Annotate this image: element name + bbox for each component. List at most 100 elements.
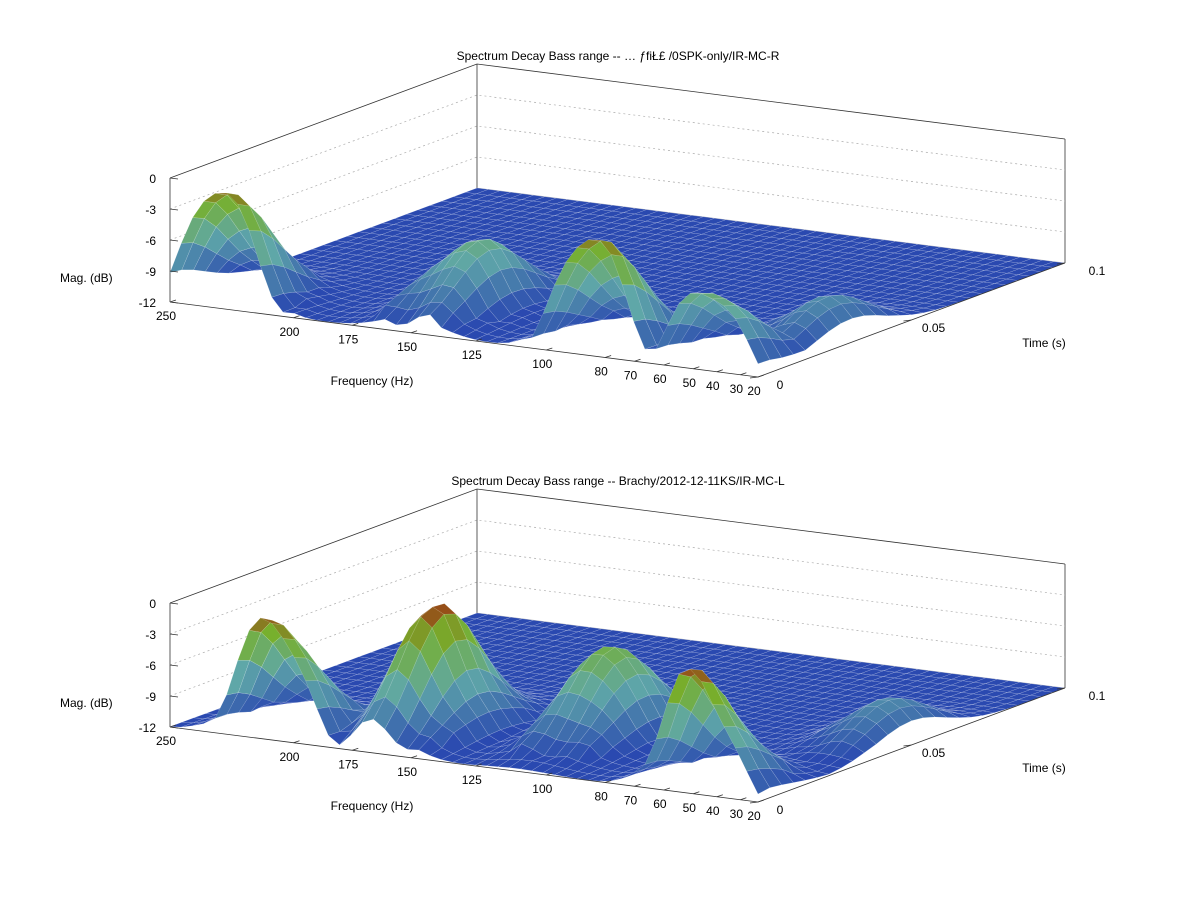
x-tick-label: 50: [683, 801, 697, 815]
x-tick-mark: [634, 358, 641, 362]
x-tick-mark: [716, 369, 723, 373]
x-tick-mark: [663, 362, 671, 366]
surface-facet: [852, 734, 877, 753]
x-tick-label: 50: [683, 376, 697, 390]
surface-facet: [781, 339, 806, 355]
z-tick-mark: [169, 664, 179, 667]
y-tick-label: 0: [777, 378, 784, 392]
chart-title: Spectrum Decay Bass range -- … ƒfiŁ£ /0S…: [457, 49, 780, 63]
y-tick-mark: [1056, 262, 1066, 265]
x-tick-label: 150: [397, 340, 417, 354]
y-tick-mark: [903, 319, 912, 322]
x-tick-label: 70: [624, 368, 638, 382]
chart-title: Spectrum Decay Bass range -- Brachy/2012…: [451, 474, 785, 488]
surface-facet: [828, 757, 853, 769]
z-tick-mark: [169, 177, 179, 180]
x-tick-mark: [293, 740, 300, 744]
z-axis-label: Mag. (dB): [60, 696, 113, 710]
z-tick-label: -9: [145, 690, 156, 704]
y-tick-mark: [1056, 687, 1066, 690]
x-tick-mark: [663, 787, 671, 791]
x-tick-label: 70: [624, 793, 638, 807]
x-tick-mark: [352, 747, 359, 751]
x-tick-label: 30: [730, 382, 744, 396]
y-tick-mark: [903, 744, 912, 747]
x-tick-mark: [604, 355, 612, 358]
x-tick-label: 80: [594, 365, 608, 379]
x-tick-mark: [716, 794, 723, 798]
surface-facet: [816, 765, 842, 775]
wall-top-edge: [169, 63, 1066, 179]
y-axis-label: Time (s): [1022, 336, 1066, 350]
decay-surface: [169, 187, 1066, 364]
wall-top-edge: [169, 488, 1066, 604]
x-tick-mark: [352, 322, 359, 326]
z-tick-label: -12: [139, 296, 157, 310]
z-tick-label: -6: [145, 234, 156, 248]
x-tick-label: 100: [532, 357, 552, 371]
x-tick-mark: [757, 799, 765, 803]
x-tick-label: 60: [653, 797, 667, 811]
surface-facet: [852, 302, 877, 316]
z-tick-mark: [169, 726, 179, 729]
surface-facet: [876, 713, 901, 736]
x-tick-mark: [546, 772, 553, 776]
x-tick-label: 150: [397, 765, 417, 779]
x-tick-label: 100: [532, 782, 552, 796]
x-tick-label: 175: [338, 757, 358, 771]
z-tick-label: -3: [145, 628, 156, 642]
x-tick-label: 30: [730, 807, 744, 821]
x-tick-label: 125: [462, 348, 482, 362]
x-tick-label: 200: [279, 325, 299, 339]
y-tick-label: 0.1: [1089, 264, 1106, 278]
z-tick-mark: [169, 633, 179, 636]
surface-facet: [781, 769, 806, 783]
x-tick-mark: [693, 791, 700, 795]
x-tick-label: 125: [462, 773, 482, 787]
z-tick-label: -9: [145, 265, 156, 279]
x-tick-label: 250: [156, 734, 176, 748]
z-tick-mark: [169, 208, 179, 211]
surface-facet: [935, 709, 959, 718]
x-tick-mark: [410, 330, 418, 334]
z-tick-label: 0: [149, 597, 156, 611]
x-tick-mark: [740, 372, 747, 376]
z-tick-label: -6: [145, 659, 156, 673]
y-tick-mark: [749, 376, 759, 379]
y-axis-label: Time (s): [1022, 761, 1066, 775]
surface-facet: [888, 308, 912, 316]
surface-facet: [923, 706, 948, 718]
y-tick-mark: [749, 801, 759, 804]
x-tick-label: 40: [706, 379, 720, 393]
x-tick-label: 200: [279, 750, 299, 764]
z-axis-label: Mag. (dB): [60, 271, 113, 285]
x-tick-mark: [475, 763, 482, 767]
z-tick-mark: [169, 301, 179, 304]
x-tick-mark: [634, 783, 641, 787]
surface-facet: [805, 317, 830, 341]
z-gridline: [169, 519, 1066, 635]
surface-facet: [804, 771, 830, 778]
x-tick-label: 250: [156, 309, 176, 323]
z-tick-mark: [169, 239, 179, 242]
x-tick-label: 175: [338, 332, 358, 346]
frequency-axis-line: [169, 301, 759, 378]
y-tick-label: 0.05: [922, 321, 946, 335]
x-tick-label: 60: [653, 372, 667, 386]
z-tick-mark: [169, 602, 179, 605]
y-tick-label: 0.05: [922, 746, 946, 760]
y-tick-label: 0: [777, 803, 784, 817]
z-tick-mark: [169, 695, 179, 698]
y-tick-label: 0.1: [1089, 689, 1106, 703]
x-tick-mark: [693, 366, 700, 370]
z-tick-label: 0: [149, 172, 156, 186]
x-tick-label: 20: [747, 809, 761, 823]
x-tick-label: 20: [747, 384, 761, 398]
z-tick-label: -3: [145, 203, 156, 217]
